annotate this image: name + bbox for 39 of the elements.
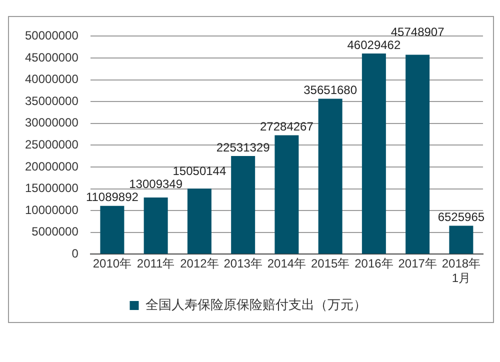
x-tick-label: 2010年 xyxy=(92,256,132,271)
bar xyxy=(187,188,212,254)
x-tick-label: 2011年 xyxy=(136,256,175,271)
y-tick-label: 30000000 xyxy=(25,116,79,130)
bar xyxy=(231,156,256,254)
bar xyxy=(274,135,299,254)
y-tick-label: 50000000 xyxy=(25,28,79,43)
data-label: 6525965 xyxy=(438,210,485,224)
x-tick-label: 2018年 1月 xyxy=(442,256,481,286)
data-label: 13009349 xyxy=(129,177,183,192)
y-tick-label: 40000000 xyxy=(25,72,79,86)
bar xyxy=(406,54,430,254)
data-label: 22531329 xyxy=(216,140,270,154)
y-tick-label: 0 xyxy=(72,246,79,261)
y-tick-label: 15000000 xyxy=(25,181,79,196)
y-tick-label: 10000000 xyxy=(25,202,79,217)
data-label: 15050144 xyxy=(172,164,226,178)
legend-label: 全国人寿保险原保险赔付支出（万元） xyxy=(145,297,366,312)
bar xyxy=(144,197,168,254)
x-tick-label: 2015年 xyxy=(310,256,350,271)
x-tick-label: 2012年 xyxy=(180,256,219,271)
y-tick-label: 35000000 xyxy=(25,94,79,108)
y-tick-label: 5000000 xyxy=(32,224,79,239)
bar xyxy=(318,98,342,254)
data-label: 46029462 xyxy=(347,38,401,52)
y-tick-label: 45000000 xyxy=(25,50,79,64)
x-tick-label: 2016年 xyxy=(354,256,394,271)
bar xyxy=(100,206,124,254)
y-tick-label: 20000000 xyxy=(25,159,79,174)
bar xyxy=(449,226,474,254)
data-label: 35651680 xyxy=(304,83,358,98)
data-label: 27284267 xyxy=(260,120,314,134)
y-tick-label: 25000000 xyxy=(25,138,79,152)
x-tick-label: 2017年 xyxy=(398,256,437,271)
data-label: 11089892 xyxy=(86,190,139,204)
data-label: 45748907 xyxy=(390,24,445,39)
x-tick-label: 2013年 xyxy=(224,256,262,271)
bar xyxy=(362,54,386,254)
x-tick-label: 2014年 xyxy=(267,256,306,271)
